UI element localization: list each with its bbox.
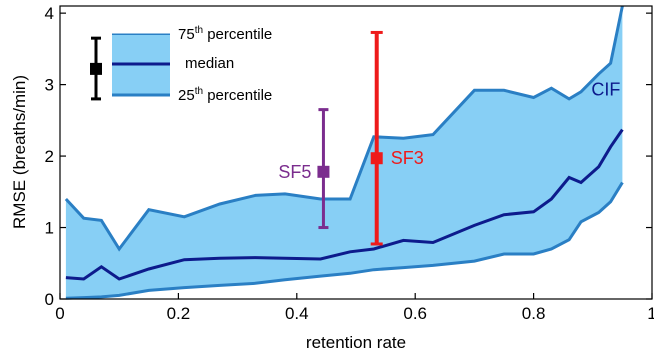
legend-errorbar-square [90,62,102,75]
x-tick-label: 0.6 [403,304,427,323]
y-tick-label: 1 [45,219,54,238]
p75-line [64,5,624,252]
y-axis-label: RMSE (breaths/min) [10,75,29,229]
y-tick-label: 0 [45,290,54,309]
p25-line [65,181,624,300]
legend: 75th percentile median 25th percentile [90,25,272,104]
x-tick-label: 0 [55,304,64,323]
plot-frame [59,5,653,300]
sf3-label: SF3 [391,148,424,168]
legend-p75-label: 75th percentile [178,25,272,43]
sf5-label: SF5 [278,162,311,182]
error-bars [317,30,383,246]
x-axis-label: retention rate [306,333,406,352]
median-line [65,128,624,281]
y-tick-label: 3 [45,76,54,95]
right-edge-ticks [646,12,652,300]
legend-p25-label: 25th percentile [178,86,272,104]
y-tick-label: 4 [45,4,54,23]
y-ticks: 0 1 2 3 4 [45,4,66,309]
x-tick-label: 0.4 [285,304,309,323]
plot-area [64,5,624,300]
x-tick-label: 0.2 [167,304,191,323]
legend-errorbar-marker [90,36,102,101]
cif-label: CIF [591,79,620,99]
x-tick-label: 1 [647,304,654,323]
interquartile-band [65,6,623,299]
sf3-marker [370,152,383,165]
y-tick-label: 2 [45,147,54,166]
x-ticks: 0 0.2 0.4 0.6 0.8 1 [55,293,654,323]
sf5-marker [317,165,330,178]
legend-median-label: median [185,55,234,72]
x-tick-label: 0.8 [522,304,546,323]
